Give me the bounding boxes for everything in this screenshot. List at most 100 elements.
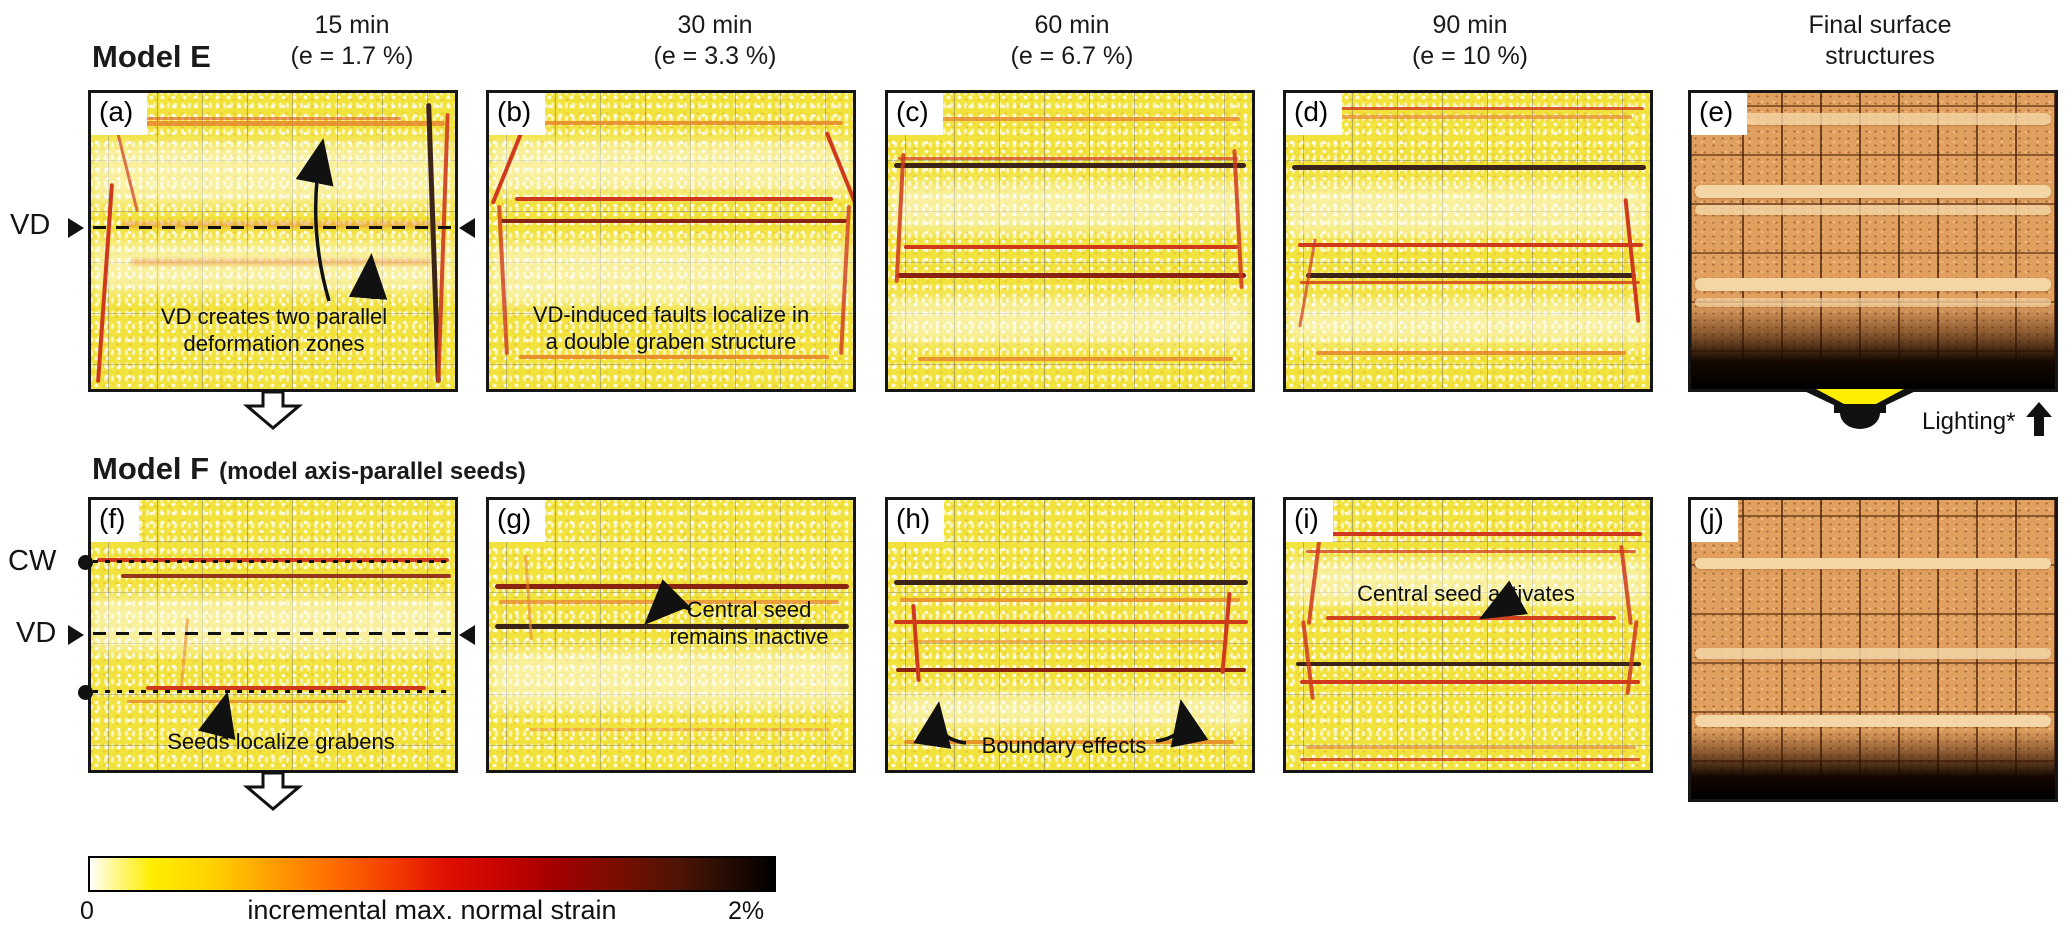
header-60min: 60 min (e = 6.7 %): [922, 10, 1222, 72]
cw-label: CW: [8, 545, 57, 577]
pale-zone: [888, 692, 1252, 728]
header-line2: structures: [1825, 42, 1935, 70]
annotation-line: VD creates two parallel: [160, 304, 388, 329]
colorbar-title: incremental max. normal strain: [247, 895, 617, 925]
fault-line: [900, 598, 1240, 602]
vd-dashed-line: [93, 632, 453, 635]
pale-zone: [1286, 185, 1650, 235]
header-line1: Final surface: [1808, 11, 1952, 39]
annotation-text: Central seed activates: [1336, 580, 1596, 607]
header-time: 30 min: [677, 11, 753, 39]
fault-line: [505, 121, 843, 125]
fault-line: [904, 245, 1238, 249]
annotation-line: Central seed: [686, 597, 812, 622]
fault-line: [896, 273, 1246, 278]
fault-line: [1298, 243, 1643, 247]
lighting-label: Lighting*: [1922, 408, 2016, 435]
fault-line: [894, 580, 1248, 585]
annotation-text: VD-induced faults localize in a double g…: [501, 301, 841, 355]
panel-letter: (a): [91, 93, 148, 135]
annotation-line: Central seed activates: [1357, 581, 1575, 606]
vd-marker-left-icon: [68, 218, 84, 238]
pale-zone: [1286, 560, 1650, 605]
colorbar-gradient: [88, 856, 776, 892]
model-f-label: Model F (model axis-parallel seeds): [92, 451, 526, 487]
photo-shadow: [1691, 304, 2055, 389]
fault-line: [894, 163, 1246, 168]
fault-line: [896, 668, 1246, 672]
panel-letter: (h): [888, 500, 945, 542]
fault-line: [1306, 550, 1636, 553]
header-final-surface: Final surface structures: [1730, 10, 2030, 72]
fault-line: [529, 728, 829, 731]
header-strain: (e = 10 %): [1411, 42, 1529, 70]
fault-line: [495, 624, 849, 629]
panel-letter: (i): [1286, 500, 1333, 542]
model-f-subtitle: (model axis-parallel seeds): [219, 458, 526, 485]
panel-f: (f) Seeds localize grabens: [88, 497, 458, 773]
fault-line: [1306, 273, 1636, 278]
cw-dotted-line: [93, 560, 453, 563]
panel-letter: (j): [1691, 500, 1738, 542]
header-90min: 90 min (e = 10 %): [1320, 10, 1620, 72]
pale-zone: [489, 141, 853, 193]
extension-down-arrow-icon: [242, 771, 304, 811]
pale-zone: [1286, 301, 1650, 343]
fault-line: [1300, 281, 1640, 284]
graben-band: [1695, 648, 2051, 659]
annotation-line: a double graben structure: [545, 329, 797, 354]
annotation-text: Seeds localize grabens: [131, 728, 431, 755]
pale-zone: [888, 298, 1252, 343]
fault-line: [1300, 758, 1640, 761]
panel-letter: (e): [1691, 93, 1748, 135]
fault-line: [121, 221, 441, 228]
header-strain: (e = 6.7 %): [1010, 42, 1134, 70]
fault-line: [101, 121, 445, 126]
annotation-text: VD creates two parallel deformation zone…: [109, 303, 439, 357]
fault-line: [1306, 746, 1636, 749]
fault-line: [131, 259, 431, 265]
panel-j: (j): [1688, 497, 2058, 802]
header-time: 60 min: [1034, 11, 1110, 39]
seed-dot-marker: [78, 685, 93, 700]
fault-line: [900, 117, 1240, 121]
model-f-title: Model F: [92, 451, 210, 486]
lamp-icon: [1800, 389, 1920, 429]
panel-g: (g) Central seed remains inactive: [486, 497, 856, 773]
pale-zone: [91, 143, 455, 205]
header-30min: 30 min (e = 3.3 %): [565, 10, 865, 72]
fault-line: [1294, 107, 1644, 110]
graben-band: [1695, 205, 2051, 215]
header-15min: 15 min (e = 1.7 %): [202, 10, 502, 72]
header-time: 90 min: [1432, 11, 1508, 39]
panel-i: (i) Central seed activates: [1283, 497, 1653, 773]
fault-line: [121, 574, 451, 578]
panel-b: (b) VD-induced faults localize in a doub…: [486, 90, 856, 392]
annotation-line: Boundary effects: [981, 733, 1147, 758]
panel-c: (c): [885, 90, 1255, 392]
pale-zone: [489, 650, 853, 708]
photo-shadow: [1691, 729, 2055, 799]
panel-a: (a) VD creates two parallel deformation …: [88, 90, 458, 392]
fault-line: [127, 700, 347, 703]
graben-band: [1695, 715, 2051, 727]
panel-letter: (f): [91, 500, 140, 542]
fault-line: [918, 357, 1233, 361]
fault-line: [898, 157, 1238, 160]
fault-line: [146, 686, 426, 690]
model-e-label: Model E: [92, 39, 211, 74]
vd-marker-right-icon: [459, 625, 475, 645]
cw-dot-marker: [78, 555, 93, 570]
fault-line: [1326, 616, 1616, 620]
vd-marker-left-icon: [68, 625, 84, 645]
colorbar-max-label: 2%: [728, 897, 765, 925]
fault-line: [495, 584, 849, 589]
fault-line: [908, 640, 1228, 643]
extension-down-arrow-icon: [242, 390, 304, 430]
annotation-text: Central seed remains inactive: [659, 596, 839, 650]
pale-zone: [91, 241, 455, 293]
panel-h: (h) Boundary effects: [885, 497, 1255, 773]
graben-band: [1695, 185, 2051, 198]
colorbar-min-label: 0: [80, 897, 94, 925]
annotation-line: VD-induced faults localize in: [532, 302, 810, 327]
